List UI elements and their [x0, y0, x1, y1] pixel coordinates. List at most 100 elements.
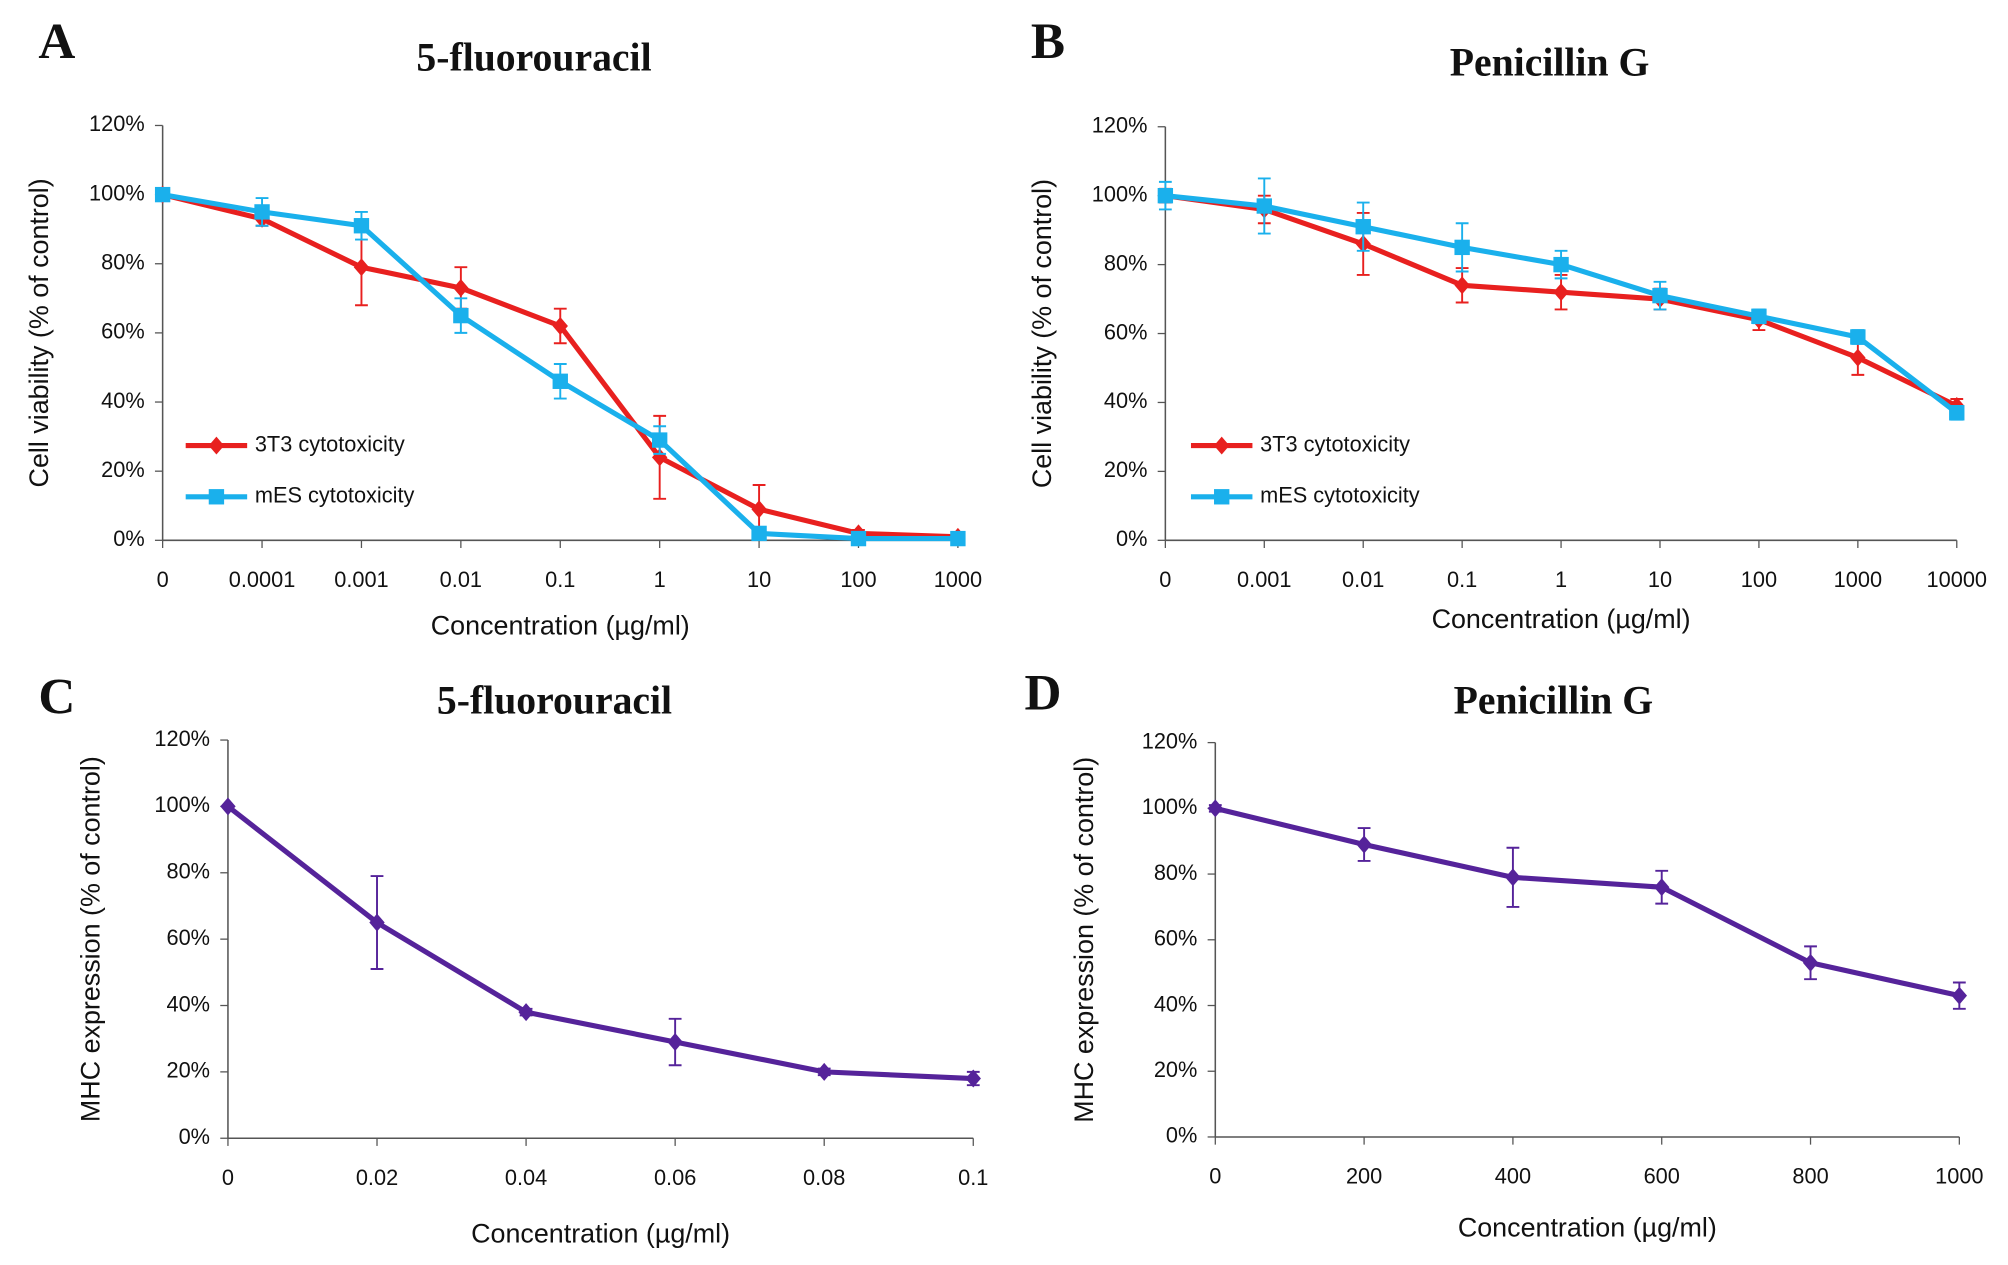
x-tick-label: 0.01 [1342, 567, 1384, 592]
x-tick-label: 100 [840, 567, 876, 592]
y-axis-label: MHC expression (% of control) [1069, 757, 1099, 1123]
chart-title: 5-fluorouracil [437, 678, 672, 722]
x-tick-label: 10000 [1927, 567, 1987, 592]
x-tick-label: 0.06 [654, 1165, 696, 1190]
x-tick-label: 800 [1792, 1164, 1828, 1189]
y-tick-label: 20% [166, 1058, 210, 1083]
x-axis-label: Concentration (µg/ml) [431, 610, 690, 640]
point [667, 1033, 683, 1051]
y-tick-label: 60% [1154, 926, 1198, 951]
point [1850, 329, 1866, 345]
y-tick-label: 60% [1104, 319, 1148, 344]
point [1355, 219, 1371, 235]
x-axis-label: Concentration (µg/ml) [1458, 1212, 1717, 1242]
x-tick-label: 1000 [1935, 1164, 1983, 1189]
point [518, 1003, 534, 1022]
point [353, 218, 370, 234]
x-tick-label: 200 [1346, 1164, 1382, 1189]
legend-marker [1214, 436, 1230, 455]
y-tick-label: 120% [1092, 113, 1148, 138]
panel-label: B [1031, 13, 1065, 70]
x-axis-label: Concentration (µg/ml) [471, 1219, 730, 1249]
x-tick-label: 0 [222, 1165, 234, 1190]
x-tick-label: 0.0001 [229, 567, 296, 592]
point [816, 1062, 832, 1081]
point [154, 186, 171, 203]
chart-title: 5-fluorouracil [416, 36, 651, 80]
chart-title: Penicillin G [1450, 41, 1650, 85]
x-tick-label: 0.02 [356, 1165, 398, 1190]
y-tick-label: 0% [179, 1124, 210, 1149]
point [1951, 986, 1968, 1005]
x-tick-label: 0.1 [545, 567, 575, 592]
x-tick-label: 0 [1159, 567, 1171, 592]
x-tick-label: 10 [747, 567, 771, 592]
point [353, 258, 370, 277]
point [552, 373, 568, 389]
y-tick-label: 0% [113, 526, 144, 551]
point [965, 1069, 981, 1088]
y-tick-label: 60% [101, 319, 145, 344]
x-tick-label: 0.1 [1447, 567, 1477, 592]
x-tick-label: 0.01 [440, 567, 482, 592]
point [1949, 405, 1965, 421]
point [1356, 835, 1372, 854]
point [254, 204, 270, 220]
y-tick-label: 40% [101, 388, 145, 413]
y-tick-label: 100% [1142, 794, 1198, 819]
point [1850, 348, 1866, 367]
y-tick-label: 0% [1116, 526, 1147, 551]
y-axis-label: Cell viability (% of control) [1027, 179, 1057, 488]
x-tick-label: 400 [1495, 1164, 1531, 1189]
y-tick-label: 60% [166, 925, 210, 950]
point [1553, 283, 1569, 302]
y-tick-label: 40% [1154, 991, 1198, 1016]
point [950, 530, 966, 547]
x-tick-label: 0.08 [803, 1165, 845, 1190]
x-tick-label: 10 [1648, 567, 1672, 592]
y-tick-label: 120% [1142, 728, 1198, 753]
point [1654, 878, 1670, 897]
x-tick-label: 1000 [1834, 567, 1882, 592]
legend-label: 3T3 cytotoxicity [255, 431, 405, 456]
point [1256, 198, 1272, 214]
point [552, 317, 568, 335]
point [751, 525, 767, 542]
x-tick-label: 0 [157, 567, 169, 592]
legend-marker [208, 489, 225, 505]
point [1802, 953, 1819, 972]
y-tick-label: 80% [166, 859, 210, 884]
y-tick-label: 100% [1092, 181, 1148, 206]
point [1505, 868, 1521, 887]
legend-label: mES cytotoxicity [255, 483, 415, 508]
y-tick-label: 100% [154, 792, 210, 817]
point [453, 307, 469, 324]
legend-marker [1214, 489, 1230, 505]
point [1454, 276, 1470, 295]
legend-label: 3T3 cytotoxicity [1260, 431, 1410, 456]
point [369, 913, 385, 932]
x-tick-label: 0 [1209, 1164, 1221, 1189]
series-line [1214, 805, 1960, 999]
y-tick-label: 20% [101, 457, 145, 482]
point [1454, 239, 1470, 256]
x-tick-label: 100 [1741, 567, 1777, 592]
y-tick-label: 120% [89, 111, 145, 136]
y-tick-label: 120% [154, 726, 210, 751]
y-tick-label: 40% [1104, 388, 1148, 413]
y-tick-label: 80% [1154, 860, 1198, 885]
x-tick-label: 0.001 [334, 567, 388, 592]
point [1157, 188, 1174, 204]
x-tick-label: 1 [1555, 567, 1567, 592]
panel-label: C [38, 668, 75, 725]
x-tick-label: 600 [1644, 1164, 1680, 1189]
point [1207, 799, 1223, 818]
point [1751, 308, 1767, 324]
x-tick-label: 1 [654, 567, 666, 592]
point [220, 797, 236, 816]
y-tick-label: 20% [1154, 1057, 1198, 1082]
y-tick-label: 0% [1166, 1123, 1197, 1148]
chart-title: Penicillin G [1454, 678, 1654, 722]
y-tick-label: 80% [101, 250, 145, 275]
